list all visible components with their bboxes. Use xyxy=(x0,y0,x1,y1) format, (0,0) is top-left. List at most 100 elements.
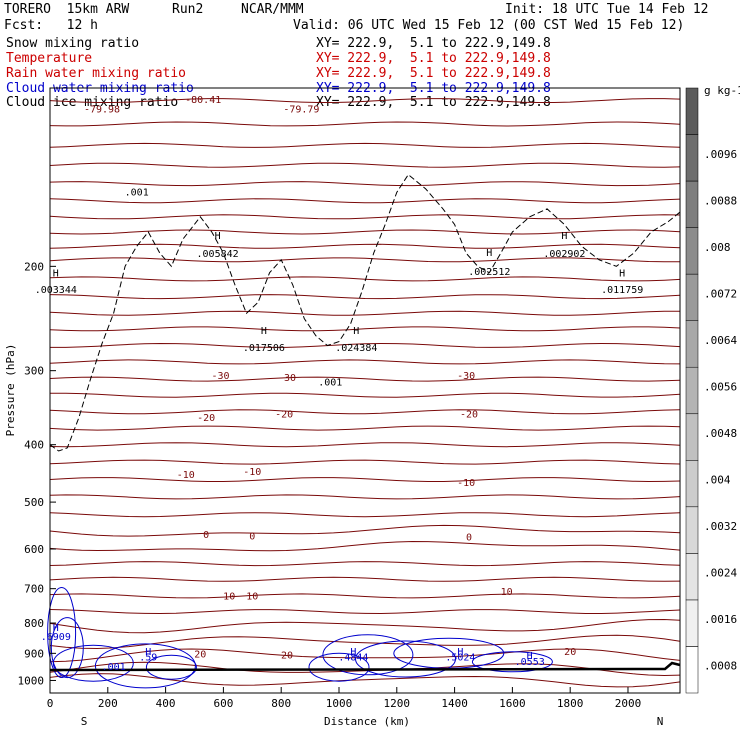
x-tick-label: 400 xyxy=(156,697,176,710)
temperature-contour-line xyxy=(49,673,681,688)
header-valid: Valid: 06 UTC Wed 15 Feb 12 (00 CST Wed … xyxy=(293,18,685,33)
y-axis-label: Pressure (hPa) xyxy=(4,344,17,437)
colorbar-cell xyxy=(685,413,699,461)
colorbar-tick-label: .0088 xyxy=(704,194,737,207)
cloud-water-contour xyxy=(94,643,196,689)
cloud-water-label: H xyxy=(457,647,463,658)
y-tick-label: 900 xyxy=(24,647,44,660)
y-tick-label: 300 xyxy=(24,365,44,378)
colorbar-cell xyxy=(685,320,699,368)
temperature-contour-line xyxy=(49,512,681,518)
x-axis-label: Distance (km) xyxy=(324,715,410,728)
temperature-contour-line xyxy=(49,524,681,537)
temperature-label: 10 xyxy=(223,592,235,603)
cloud-ice-label: H xyxy=(486,248,492,259)
cloud-water-label: .5024 xyxy=(445,652,475,663)
cloud-water-contour xyxy=(52,644,134,682)
temperature-label: -20 xyxy=(197,413,215,424)
plot-frame xyxy=(49,87,681,694)
header-run: Run2 xyxy=(172,2,204,17)
temperature-label: -10 xyxy=(243,467,261,478)
colorbar-cell xyxy=(685,366,699,414)
cloud-ice-label: .011759 xyxy=(601,285,643,296)
cloud-water-contour xyxy=(145,654,197,680)
temperature-contour-line xyxy=(49,121,681,127)
x-end-label-south: S xyxy=(81,715,88,728)
temperature-label: -10 xyxy=(457,478,475,489)
temperature-contour-line xyxy=(49,477,681,483)
cloud-ice-label: .001 xyxy=(318,378,342,389)
x-tick-label: 1400 xyxy=(441,697,468,710)
temperature-label: 20 xyxy=(194,650,206,661)
temperature-label: 0 xyxy=(203,530,209,541)
colorbar-tick-label: .0024 xyxy=(704,567,737,580)
x-tick-label: 2000 xyxy=(615,697,642,710)
temperature-contour-line xyxy=(49,634,681,650)
cloud-ice-contours xyxy=(49,173,681,452)
temperature-label: -79.79 xyxy=(283,105,319,116)
colorbar-cell xyxy=(685,553,699,601)
cloud-water-label: .0553 xyxy=(515,657,545,668)
cloud-water-contour xyxy=(47,587,77,678)
header-fcst: Fcst: 12 h xyxy=(4,18,98,33)
colorbar-cell xyxy=(685,273,699,321)
x-tick-label: 0 xyxy=(47,697,54,710)
header-init: Init: 18 UTC Tue 14 Feb 12 xyxy=(505,2,709,17)
temperature-contour-line xyxy=(49,229,681,235)
temperature-contour-line xyxy=(49,540,681,552)
field-rain-label: Rain water mixing ratio xyxy=(6,66,187,81)
cloud-ice-label: .002902 xyxy=(543,249,585,260)
cloud-water-label: H xyxy=(53,623,59,634)
cloud-water-contour xyxy=(50,617,84,679)
cloud-water-label: .6909 xyxy=(41,632,71,643)
temperature-contour-line xyxy=(49,494,681,500)
temperature-label: -30 xyxy=(211,371,229,382)
colorbar-tick-label: .0048 xyxy=(704,427,737,440)
temperature-contour-line xyxy=(49,162,681,168)
cloud-ice-label: H xyxy=(261,326,267,337)
temperature-contour-line xyxy=(49,359,681,365)
temperature-contours xyxy=(49,98,681,688)
x-tick-label: 800 xyxy=(271,697,291,710)
temperature-label: -20 xyxy=(460,410,478,421)
colorbar-cell xyxy=(685,87,699,135)
cloud-ice-label: H xyxy=(53,268,59,279)
y-tick-label: 400 xyxy=(24,439,44,452)
temperature-contour-line xyxy=(49,181,681,187)
colorbar-tick-label: .0096 xyxy=(704,148,737,161)
temperature-contour-line xyxy=(49,243,681,249)
temperature-label: -80.41 xyxy=(185,95,221,106)
x-tick-label: 200 xyxy=(98,697,118,710)
temperature-contour-line xyxy=(49,392,681,398)
temperature-contour-line xyxy=(49,326,681,332)
temperature-contour-line xyxy=(49,459,681,465)
x-tick-label: 1600 xyxy=(499,697,526,710)
temperature-contour-line xyxy=(49,618,681,634)
temperature-contour-line xyxy=(49,425,681,431)
cloud-ice-label: H xyxy=(619,268,625,279)
temperature-label: 10 xyxy=(501,587,513,598)
colorbar-units: g kg-1 xyxy=(704,84,740,97)
x-tick-label: 1800 xyxy=(557,697,584,710)
cloud-water-label: .001 xyxy=(102,662,126,673)
terrain-line xyxy=(49,661,681,672)
cloud-water-contour xyxy=(355,640,456,678)
colorbar-cell xyxy=(685,134,699,182)
x-axis: 0 200 400 600 800 1000 1200 1400 1600 1800 2000 xyxy=(47,687,642,710)
temperature-contour-line xyxy=(49,142,681,148)
contour-labels: -79.98 -80.41 -79.79 -30 -30 -30 -20 -20 -20 -10 -… xyxy=(35,95,644,673)
temperature-contour-line xyxy=(49,442,681,448)
field-snow-label: Snow mixing ratio xyxy=(6,36,140,51)
y-tick-label: 500 xyxy=(24,496,44,509)
cloud-ice-label: .001 xyxy=(125,188,149,199)
colorbar-tick-label: .0064 xyxy=(704,334,737,347)
header-org: NCAR/MMM xyxy=(241,2,304,17)
temperature-label: 20 xyxy=(564,647,576,658)
temperature-contour-line xyxy=(49,257,681,263)
colorbar-cell xyxy=(685,599,699,647)
cloud-water-contour xyxy=(308,652,370,682)
temperature-contour-line xyxy=(49,576,681,582)
temperature-contour-line xyxy=(49,593,681,599)
cloud-ice-label: .005842 xyxy=(197,249,239,260)
temperature-label: 20 xyxy=(281,650,293,661)
